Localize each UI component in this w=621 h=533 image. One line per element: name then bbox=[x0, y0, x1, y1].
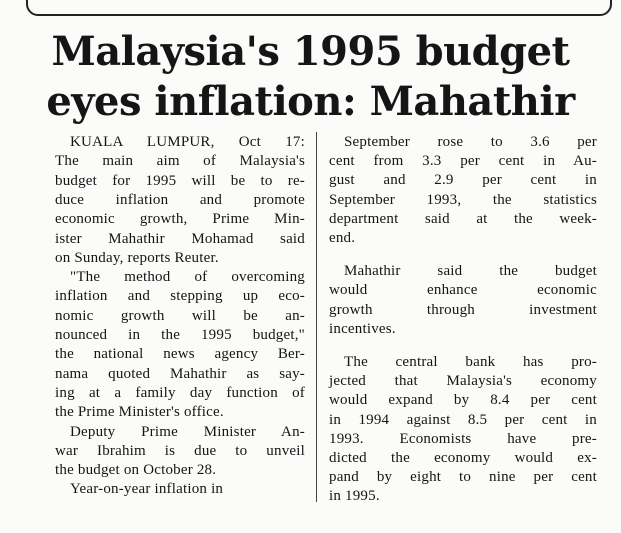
text-line: on Sunday, reports Reuter. bbox=[55, 249, 219, 266]
text-line: would expand by 8.4 per cent bbox=[329, 392, 597, 409]
text-line: "The method of overcoming bbox=[70, 269, 305, 286]
text-line: Year-on-year inflation in bbox=[70, 481, 224, 498]
column-rule bbox=[316, 132, 317, 502]
text-line: in 1995. bbox=[329, 488, 380, 505]
text-line: The central bank has pro- bbox=[344, 354, 597, 370]
text-line: dicted the economy would ex- bbox=[329, 450, 597, 466]
text-line: Deputy Prime Minister An- bbox=[70, 423, 305, 440]
text-line: the budget on October 28. bbox=[55, 462, 217, 479]
text-line: pand by eight to nine per cent bbox=[329, 469, 597, 486]
text-line: The main aim of Malaysia's bbox=[55, 153, 305, 170]
headline: eyes inflation: Mahathir bbox=[46, 78, 575, 125]
text-line: nounced in the 1995 budget," bbox=[55, 327, 305, 343]
text-line: inflation and stepping up eco- bbox=[55, 288, 305, 305]
top-box bbox=[26, 0, 612, 16]
headline: Malaysia's 1995 budget bbox=[51, 28, 570, 75]
text-line: KUALA LUMPUR, Oct 17: bbox=[70, 134, 305, 150]
text-line: duce inflation and promote bbox=[55, 191, 305, 208]
text-line: nomic growth will be an- bbox=[55, 307, 305, 324]
text-line: war Ibrahim is due to unveil bbox=[55, 442, 305, 459]
text-line: jected that Malaysia's economy bbox=[329, 373, 597, 390]
text-line: September 1993, the statistics bbox=[329, 191, 597, 208]
text-line: the national news agency Ber- bbox=[55, 346, 305, 363]
text-line: would enhance economic bbox=[329, 282, 597, 299]
text-line: ing at a family day function of bbox=[55, 384, 305, 401]
text-line: cent from 3.3 per cent in Au- bbox=[329, 153, 597, 170]
text-line: ister Mahathir Mohamad said bbox=[55, 230, 305, 247]
text-line: the Prime Minister's office. bbox=[55, 404, 224, 421]
text-line: budget for 1995 will be to re- bbox=[55, 172, 305, 189]
text-line: nama quoted Mahathir as say- bbox=[55, 365, 305, 382]
text-line: economic growth, Prime Min- bbox=[55, 211, 305, 228]
text-line: gust and 2.9 per cent in bbox=[329, 172, 597, 189]
text-line: in 1994 against 8.5 per cent in bbox=[329, 411, 597, 428]
text-line: growth through investment bbox=[329, 301, 597, 318]
text-line: September rose to 3.6 per bbox=[344, 134, 597, 150]
text-line: Mahathir said the budget bbox=[344, 263, 597, 280]
text-line: 1993. Economists have pre- bbox=[329, 430, 597, 447]
text-line: end. bbox=[329, 230, 356, 246]
text-line: department said at the week- bbox=[329, 210, 597, 227]
text-line: incentives. bbox=[329, 320, 396, 337]
